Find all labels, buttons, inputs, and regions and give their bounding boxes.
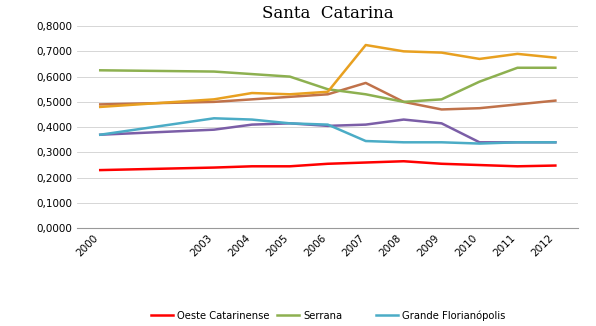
Grande Florianópolis [210, 116, 218, 120]
Grande Florianópolis [324, 123, 331, 126]
Sul Catarinense [514, 52, 521, 56]
Serrana [210, 69, 218, 73]
Grande Florianópolis [97, 133, 104, 137]
Line: Grande Florianópolis: Grande Florianópolis [100, 118, 555, 143]
Serrana [476, 80, 483, 84]
Line: Vale do Itajai: Vale do Itajai [100, 120, 555, 142]
Grande Florianópolis [476, 141, 483, 145]
Vale do Itajai [249, 123, 256, 126]
Norte Catarinense [249, 97, 256, 101]
Vale do Itajai [286, 121, 293, 125]
Vale do Itajai [324, 124, 331, 128]
Vale do Itajai [362, 123, 370, 126]
Oeste Catarinense [249, 164, 256, 168]
Sul Catarinense [97, 105, 104, 109]
Oeste Catarinense [210, 166, 218, 170]
Serrana [438, 97, 445, 101]
Line: Oeste Catarinense: Oeste Catarinense [100, 161, 555, 170]
Norte Catarinense [476, 106, 483, 110]
Oeste Catarinense [286, 164, 293, 168]
Serrana [324, 87, 331, 91]
Sul Catarinense [362, 43, 370, 47]
Oeste Catarinense [514, 164, 521, 168]
Sul Catarinense [438, 51, 445, 54]
Norte Catarinense [324, 92, 331, 96]
Vale do Itajai [97, 133, 104, 137]
Title: Santa  Catarina: Santa Catarina [262, 5, 393, 22]
Grande Florianópolis [362, 139, 370, 143]
Oeste Catarinense [400, 159, 407, 163]
Sul Catarinense [249, 91, 256, 95]
Norte Catarinense [514, 102, 521, 106]
Sul Catarinense [476, 57, 483, 61]
Sul Catarinense [552, 56, 559, 60]
Norte Catarinense [552, 99, 559, 103]
Serrana [514, 66, 521, 70]
Norte Catarinense [362, 81, 370, 85]
Grande Florianópolis [286, 121, 293, 125]
Oeste Catarinense [324, 162, 331, 166]
Vale do Itajai [476, 140, 483, 144]
Sul Catarinense [324, 90, 331, 94]
Sul Catarinense [210, 97, 218, 101]
Serrana [552, 66, 559, 70]
Vale do Itajai [552, 140, 559, 144]
Serrana [400, 100, 407, 104]
Serrana [362, 92, 370, 96]
Serrana [249, 72, 256, 76]
Line: Sul Catarinense: Sul Catarinense [100, 45, 555, 107]
Serrana [97, 68, 104, 72]
Oeste Catarinense [438, 162, 445, 166]
Line: Serrana: Serrana [100, 68, 555, 102]
Sul Catarinense [286, 92, 293, 96]
Norte Catarinense [286, 95, 293, 99]
Vale do Itajai [210, 128, 218, 132]
Serrana [286, 75, 293, 79]
Vale do Itajai [514, 140, 521, 144]
Oeste Catarinense [476, 163, 483, 167]
Oeste Catarinense [97, 168, 104, 172]
Norte Catarinense [210, 100, 218, 104]
Grande Florianópolis [438, 140, 445, 144]
Norte Catarinense [400, 100, 407, 104]
Grande Florianópolis [514, 140, 521, 144]
Vale do Itajai [400, 118, 407, 122]
Sul Catarinense [400, 50, 407, 53]
Vale do Itajai [438, 121, 445, 125]
Legend: Oeste Catarinense, Norte Catarinense, Serrana, Vale do Itajai, Grande Florianópo: Oeste Catarinense, Norte Catarinense, Se… [151, 310, 505, 326]
Norte Catarinense [438, 108, 445, 111]
Grande Florianópolis [552, 140, 559, 144]
Grande Florianópolis [400, 140, 407, 144]
Oeste Catarinense [552, 164, 559, 168]
Oeste Catarinense [362, 161, 370, 165]
Grande Florianópolis [249, 118, 256, 122]
Norte Catarinense [97, 102, 104, 106]
Line: Norte Catarinense: Norte Catarinense [100, 83, 555, 110]
